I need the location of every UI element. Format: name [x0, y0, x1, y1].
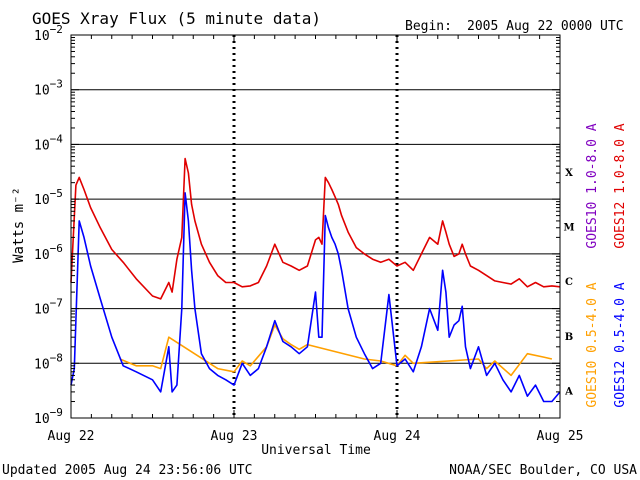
x-tick-label: Aug 24 [374, 429, 421, 444]
x-tick-label: Aug 25 [537, 429, 584, 444]
flare-class-label: X [565, 168, 573, 179]
y-tick-label: 10−8 [34, 351, 63, 372]
y-tick-exponent: −7 [50, 297, 63, 310]
flare-class-label: M [563, 223, 574, 234]
legend-goes10-long: GOES10 1.0-8.0 A [585, 123, 600, 248]
y-tick-label: 10−4 [34, 132, 63, 153]
y-tick-exponent: −3 [50, 78, 63, 91]
chart-title: GOES Xray Flux (5 minute data) [32, 9, 321, 28]
flare-class-label: C [565, 277, 573, 288]
y-tick-exponent: −2 [50, 23, 63, 36]
begin-label: Begin: [405, 19, 452, 34]
x-tick-label: Aug 23 [211, 429, 258, 444]
updated-timestamp: Updated 2005 Aug 24 23:56:06 UTC [2, 463, 252, 478]
y-tick-label: 10−6 [34, 242, 63, 263]
flare-class-label: B [565, 332, 573, 343]
y-tick-label: 10−9 [34, 406, 63, 427]
y-tick-exponent: −9 [50, 406, 63, 419]
legend-goes12-long: GOES12 1.0-8.0 A [613, 123, 628, 248]
series-goes12-0-5-4-0-a [70, 192, 561, 403]
legend-goes12-short: GOES12 0.5-4.0 A [613, 282, 628, 407]
plot-frame [70, 34, 561, 419]
x-tick-label: Aug 22 [48, 429, 95, 444]
credit-text: NOAA/SEC Boulder, CO USA [449, 463, 637, 478]
y-tick-label: 10−7 [34, 297, 63, 318]
flare-class-label: A [564, 387, 573, 398]
y-axis-label: Watts m⁻² [11, 187, 27, 263]
y-tick-label: 10−5 [34, 187, 63, 208]
y-tick-exponent: −4 [50, 132, 64, 145]
y-tick-exponent: −6 [50, 242, 63, 255]
x-axis-label: Universal Time [261, 443, 371, 458]
legend-goes10-short: GOES10 0.5-4.0 A [585, 282, 600, 407]
y-tick-exponent: −8 [50, 351, 63, 364]
series-goes10-0-5-4-0-a [119, 324, 553, 377]
begin-value: 2005 Aug 22 0000 UTC [467, 19, 624, 34]
series-goes12-1-0-8-0-a [70, 157, 561, 300]
y-tick-label: 10−3 [34, 78, 63, 99]
y-tick-exponent: −5 [50, 187, 63, 200]
